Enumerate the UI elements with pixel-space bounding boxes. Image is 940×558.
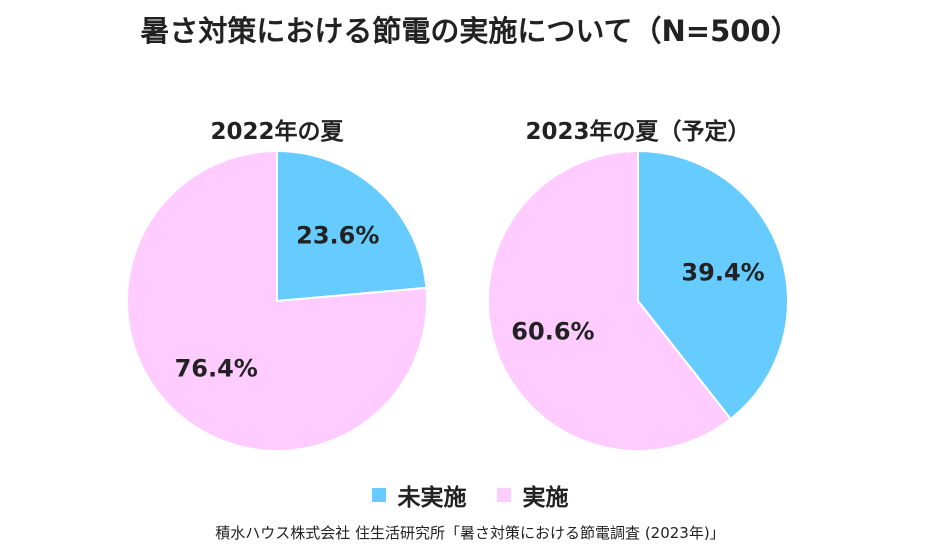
pie-slice-not-implemented [637, 149, 789, 421]
legend: 未実施 実施 [0, 478, 940, 512]
legend-item-implemented: 実施 [496, 478, 569, 512]
pie-slice-implemented [126, 149, 428, 452]
legend-swatch [371, 488, 386, 502]
legend-swatch [496, 488, 511, 502]
chart-title: 暑さ対策における節電の実施について（N=500） [140, 14, 800, 48]
legend-item-not-implemented: 未実施 [371, 478, 467, 512]
data-label: 39.4% [681, 259, 764, 287]
pie-title-2022: 2022年の夏 [210, 119, 344, 145]
legend-label: 未実施 [397, 485, 467, 511]
legend-label: 実施 [522, 485, 569, 511]
data-label: 60.6% [511, 317, 594, 345]
data-label: 23.6% [296, 222, 379, 250]
pie-title-2023: 2023年の夏（予定） [525, 119, 751, 145]
pie-slice-implemented [487, 149, 733, 452]
source-note: 積水ハウス株式会社 住生活研究所「暑さ対策における節電調査 (2023年)」 [215, 524, 725, 542]
data-label: 76.4% [175, 354, 258, 382]
pie-slice-not-implemented [276, 149, 428, 303]
